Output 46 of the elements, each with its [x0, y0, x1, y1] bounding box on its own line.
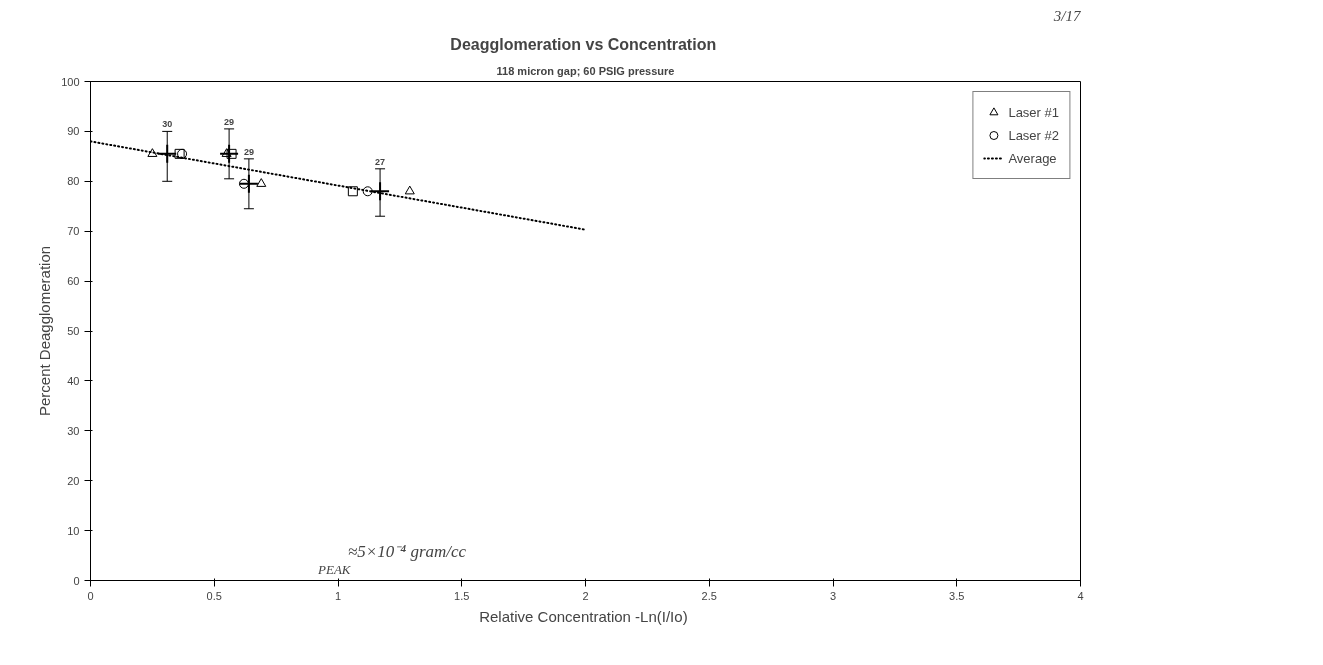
point	[221, 148, 232, 157]
point	[370, 181, 391, 202]
chart-title: Deagglomeration vs Concentration	[450, 35, 717, 53]
y-tick-label: 0	[73, 574, 80, 587]
point	[219, 143, 240, 164]
y-tick-label: 60	[67, 275, 80, 288]
x-tick-label: 4	[1077, 589, 1084, 602]
point	[226, 148, 237, 159]
annotation: ≈5×10⁻⁴ gram/cc	[348, 541, 467, 561]
point	[238, 178, 249, 189]
y-tick-label: 80	[67, 175, 80, 188]
x-tick-label: 2	[582, 589, 589, 602]
y-tick-label: 40	[67, 374, 80, 387]
annotation: 29	[243, 146, 254, 157]
y-tick-label: 100	[61, 75, 80, 88]
point	[362, 186, 373, 197]
point	[256, 178, 267, 187]
point	[347, 186, 358, 197]
annotation: 27	[375, 156, 386, 167]
y-axis-title: Percent Deagglomeration	[36, 245, 54, 417]
x-tick-label: 1	[334, 589, 342, 602]
x-axis-title: Relative Concentration -Ln(I/Io)	[479, 607, 688, 625]
x-tick-label: 0	[87, 589, 94, 602]
y-tick-label: 30	[67, 424, 80, 437]
annotation: PEAK	[317, 561, 352, 577]
point	[404, 185, 415, 195]
x-tick-label: 3.5	[949, 589, 965, 602]
y-tick-label: 50	[67, 325, 80, 337]
legend-label: Laser #2	[1008, 127, 1059, 143]
y-tick-label: 10	[67, 524, 80, 537]
chart-subtitle: 118 micron gap; 60 PSIG pressure	[496, 64, 675, 77]
point	[157, 143, 178, 164]
point	[238, 173, 259, 194]
y-tick-label: 90	[67, 125, 80, 138]
y-tick-label: 70	[67, 225, 80, 238]
x-tick-label: 3	[829, 589, 837, 602]
y-tick-label: 20	[67, 474, 80, 487]
legend-label: Average	[1008, 150, 1057, 166]
x-tick-label: 1.5	[454, 589, 470, 602]
legend-label: Laser #1	[1008, 104, 1059, 120]
text: 3/17	[1052, 7, 1082, 24]
annotation: 30	[162, 119, 173, 130]
x-tick-label: 2.5	[701, 589, 717, 602]
point	[147, 148, 158, 157]
annotation: 29	[224, 116, 235, 127]
x-tick-label: 0.5	[206, 589, 222, 602]
